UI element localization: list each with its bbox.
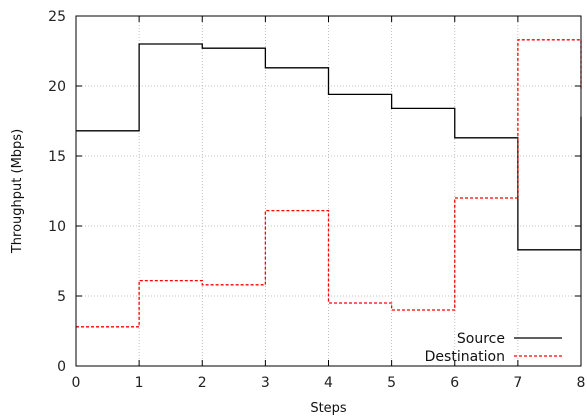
x-tick-label: 1: [135, 375, 144, 391]
series-lines: [76, 39, 582, 328]
y-tick-label: 0: [57, 359, 66, 375]
x-tick-label: 3: [261, 375, 270, 391]
legend: Source Destination: [425, 331, 562, 365]
x-axis-label: Steps: [310, 401, 347, 416]
x-tick-label: 5: [387, 375, 396, 391]
y-tick-label: 10: [48, 219, 66, 235]
series-line-destination: [76, 39, 582, 328]
y-tick-label: 25: [48, 9, 66, 25]
y-tick-label: 15: [48, 149, 66, 165]
y-tick-label: 20: [48, 79, 66, 95]
x-tick-label: 8: [577, 375, 586, 391]
x-tick-label: 0: [72, 375, 81, 391]
legend-label-source: Source: [457, 331, 505, 347]
x-tick-label: 4: [324, 375, 333, 391]
x-tick-label: 6: [450, 375, 459, 391]
legend-label-destination: Destination: [425, 349, 505, 365]
x-tick-label: 7: [513, 375, 522, 391]
y-axis-label: Throughput (Mbps): [10, 129, 25, 254]
x-tick-label: 2: [198, 375, 207, 391]
axis-ticks: 0 1 2 3 4 5 6 7 8 0 5 10 15 20 25: [48, 9, 585, 391]
y-tick-label: 5: [57, 289, 66, 305]
